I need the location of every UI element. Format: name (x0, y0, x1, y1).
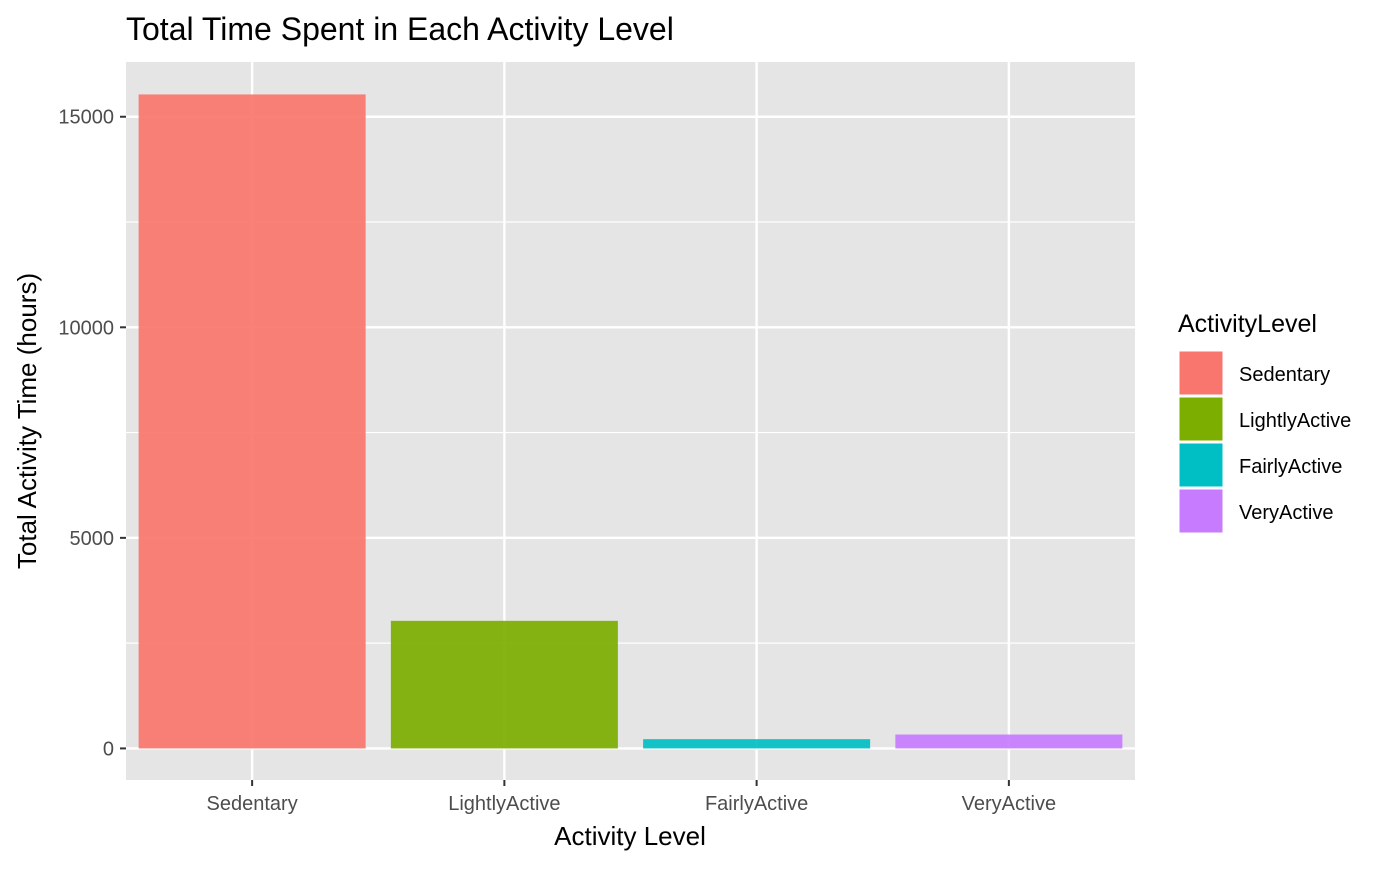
x-axis: Sedentary LightlyActive FairlyActive VeryAc… (207, 780, 1056, 815)
legend-label-veryactive: VeryActive (1239, 502, 1333, 524)
y-tick-label: 15000 (58, 107, 114, 129)
x-tick-label: Sedentary (207, 793, 298, 815)
y-tick-label: 10000 (58, 317, 114, 339)
y-axis-label: Total Activity Time (hours) (12, 273, 42, 569)
legend-swatch-veryactive (1178, 488, 1224, 534)
bar-veryactive (895, 734, 1123, 749)
bar-fairlyactive (643, 739, 871, 749)
legend-title: ActivityLevel (1178, 310, 1317, 338)
x-tick-label: VeryActive (962, 793, 1056, 815)
legend-label-sedentary: Sedentary (1239, 364, 1330, 386)
x-tick-label: FairlyActive (705, 793, 808, 815)
chart-title: Total Time Spent in Each Activity Level (126, 11, 674, 47)
legend-label-fairlyactive: FairlyActive (1239, 456, 1342, 478)
x-tick-label: LightlyActive (448, 793, 560, 815)
bar-sedentary (138, 94, 366, 749)
legend: ActivityLevel Sedentary LightlyActive Fair… (1178, 310, 1351, 534)
y-tick-label: 5000 (70, 528, 115, 550)
bars (138, 94, 1123, 749)
y-tick-label: 0 (103, 738, 114, 760)
bar-lightlyactive (390, 620, 618, 749)
x-axis-label: Activity Level (554, 821, 706, 851)
legend-label-lightlyactive: LightlyActive (1239, 410, 1351, 432)
legend-swatch-sedentary (1178, 350, 1224, 396)
legend-swatch-lightlyactive (1178, 396, 1224, 442)
legend-items: Sedentary LightlyActive FairlyActive VeryAc… (1178, 350, 1351, 534)
y-axis: 0 5000 10000 15000 (58, 107, 126, 760)
legend-swatch-fairlyactive (1178, 442, 1224, 488)
